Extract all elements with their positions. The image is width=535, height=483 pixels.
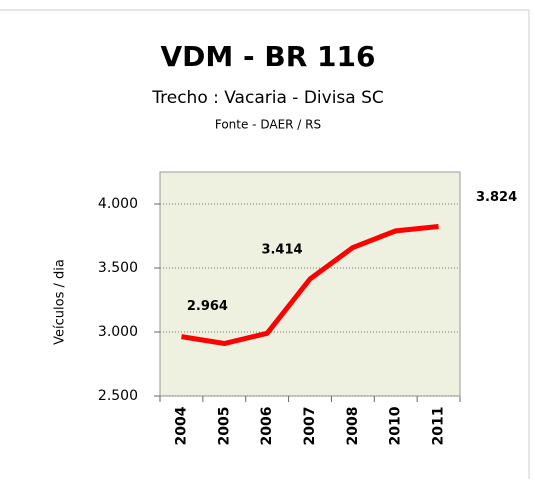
chart-source: Fonte - DAER / RS — [215, 118, 321, 132]
x-tick-label: 2008 — [345, 407, 361, 446]
x-tick-label: 2010 — [388, 406, 404, 445]
x-tick-label: 2007 — [302, 407, 318, 446]
x-tick-label: 2004 — [173, 406, 189, 445]
data-label: 3.824 — [476, 190, 517, 205]
x-tick-label: 2005 — [216, 407, 232, 446]
y-tick-label: 3.500 — [98, 260, 138, 276]
x-tick-label: 2011 — [431, 407, 447, 446]
y-axis-label: Veículos / dia — [53, 259, 68, 345]
data-label: 2.964 — [187, 299, 228, 314]
data-label: 3.414 — [261, 243, 302, 258]
chart-subtitle: Trecho : Vacaria - Divisa SC — [151, 88, 384, 108]
y-tick-label: 3.000 — [98, 324, 138, 340]
x-tick-label: 2006 — [259, 407, 275, 446]
y-tick-label: 4.000 — [98, 196, 138, 212]
chart-title: VDM - BR 116 — [161, 40, 376, 73]
y-tick-label: 2.500 — [98, 388, 138, 404]
line — [181, 224, 439, 347]
plot-area — [159, 171, 461, 397]
